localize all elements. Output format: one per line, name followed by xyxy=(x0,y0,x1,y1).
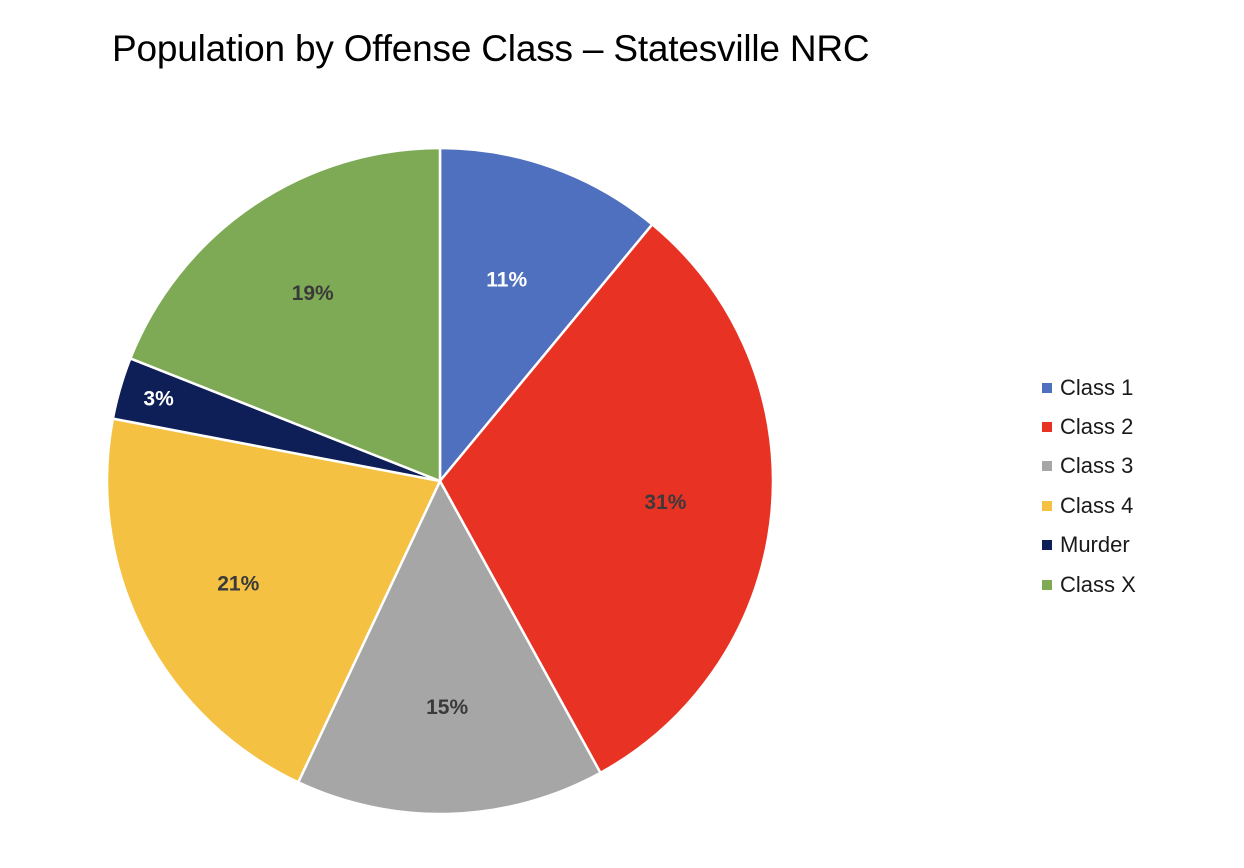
legend-item-class-2: Class 2 xyxy=(1042,407,1136,446)
pie-slice-class-1 xyxy=(438,146,654,483)
pie-slice-class-4 xyxy=(105,417,442,784)
legend-swatch-class-1 xyxy=(1042,382,1052,393)
data-label-murder: 3% xyxy=(143,388,174,411)
legend-swatch-class-3 xyxy=(1042,461,1052,472)
chart-title: Population by Offense Class – Statesvill… xyxy=(112,28,870,69)
pie-slice-class-3 xyxy=(296,479,602,816)
data-label-class-x: 19% xyxy=(292,282,334,305)
legend-swatch-murder xyxy=(1042,540,1052,551)
data-label-class-4: 21% xyxy=(217,572,259,595)
legend-swatch-class-2 xyxy=(1042,422,1052,433)
legend-swatch-class-x xyxy=(1042,579,1052,590)
legend-label-class-2: Class 2 xyxy=(1060,414,1134,440)
legend-item-murder: Murder xyxy=(1042,526,1136,565)
legend-item-class-4: Class 4 xyxy=(1042,486,1136,525)
data-label-class-2: 31% xyxy=(644,491,686,514)
legend-label-class-4: Class 4 xyxy=(1060,492,1134,518)
legend-label-murder: Murder xyxy=(1060,532,1130,558)
legend-swatch-class-4 xyxy=(1042,500,1052,511)
legend-item-class-1: Class 1 xyxy=(1042,368,1136,407)
legend-item-class-x: Class X xyxy=(1042,565,1136,604)
pie-slice-class-2 xyxy=(438,223,775,775)
legend-label-class-3: Class 3 xyxy=(1060,453,1134,479)
legend-label-class-1: Class 1 xyxy=(1060,374,1134,400)
legend-label-class-x: Class X xyxy=(1060,571,1136,597)
chart-legend: Class 1 Class 2 Class 3 Class 4 Murder Class … xyxy=(1042,368,1136,604)
data-label-class-1: 11% xyxy=(486,268,527,291)
data-label-class-3: 15% xyxy=(426,696,468,719)
legend-item-class-3: Class 3 xyxy=(1042,447,1136,486)
pie-slice-class-x xyxy=(129,146,442,483)
